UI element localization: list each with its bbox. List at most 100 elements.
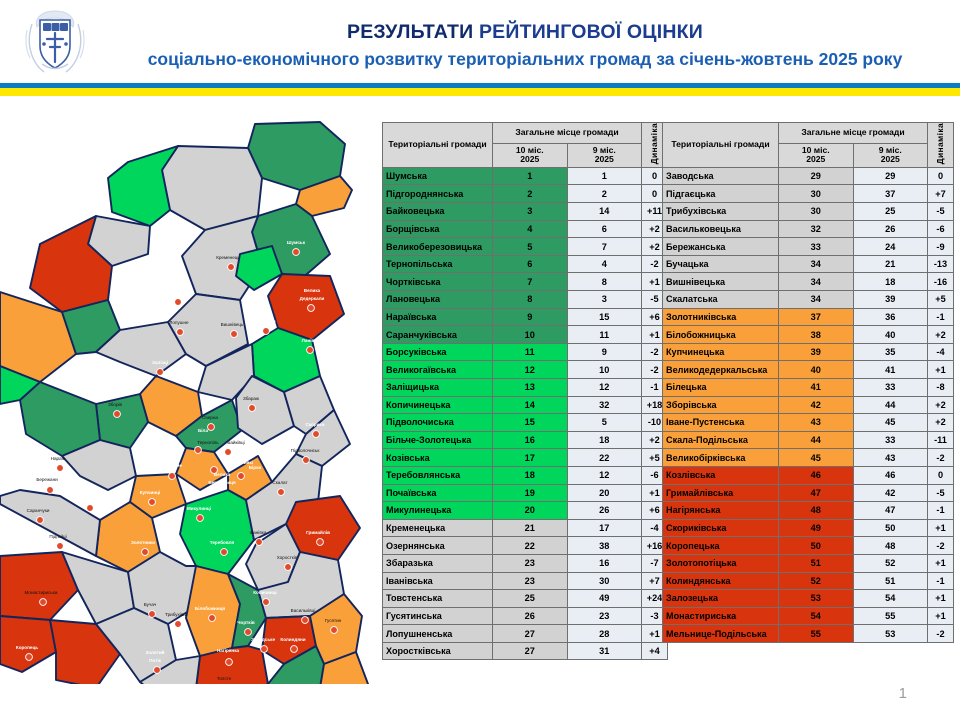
table-row[interactable]: Кременецька 21 17 -4: [382, 518, 668, 538]
cell-community: Великодедеркальська: [662, 360, 779, 379]
table-row[interactable]: Теребовлянська 18 12 -6: [382, 465, 668, 485]
th-group-place: Загальне місце громади: [492, 121, 642, 145]
table-row[interactable]: Васильковецька 32 26 -6: [662, 219, 954, 239]
table-row[interactable]: Золотопотіцька 51 52 +1: [662, 553, 954, 573]
table-row[interactable]: Зборівська 42 44 +2: [662, 395, 954, 415]
map-label: Кременець: [216, 255, 240, 260]
table-row[interactable]: Підгороднянська 2 2 0: [382, 184, 668, 204]
cell-rank-previous: 46: [852, 465, 928, 485]
table-row[interactable]: Шумська 1 1 0: [382, 166, 668, 186]
table-row[interactable]: Козлівська 46 46 0: [662, 465, 954, 485]
map-label: Нагірянка: [217, 648, 240, 653]
table-row[interactable]: Борсуківська 11 9 -2: [382, 342, 668, 362]
table-row[interactable]: Купчинецька 39 35 -4: [662, 342, 954, 362]
coat-of-arms-icon: [18, 6, 92, 76]
map-label: Бірки: [249, 465, 262, 470]
cell-dynamics: +18: [641, 395, 668, 415]
cell-rank-previous: 2: [566, 184, 642, 204]
cell-rank-previous: 18: [852, 272, 928, 292]
table-row[interactable]: Мельнице-Подільська 55 53 -2: [662, 624, 954, 643]
table-row[interactable]: Підгаєцька 30 37 +7: [662, 184, 954, 204]
cell-dynamics: +2: [927, 413, 954, 432]
cell-dynamics: +1: [927, 553, 954, 573]
table-row[interactable]: Більче-Золотецька 16 18 +2: [382, 430, 668, 450]
table-row[interactable]: Великодедеркальська 40 41 +1: [662, 360, 954, 379]
table-row[interactable]: Борщівська 4 6 +2: [382, 219, 668, 239]
cell-rank-current: 53: [778, 589, 854, 608]
table-row[interactable]: Заліщицька 13 12 -1: [382, 377, 668, 397]
cell-rank-previous: 48: [852, 536, 928, 555]
table-row[interactable]: Бучацька 34 21 -13: [662, 254, 954, 274]
table-row[interactable]: Білобожницька 38 40 +2: [662, 325, 954, 344]
table-row[interactable]: Великоберезовицька 5 7 +2: [382, 237, 668, 256]
cell-rank-current: 25: [492, 589, 568, 608]
table-row[interactable]: Збаразька 23 16 -7: [382, 553, 668, 573]
cell-community: Козлівська: [662, 465, 779, 485]
region-map[interactable]: Шумськ Кременець Велика Дедеркали Почаїв Борс…: [0, 104, 378, 684]
table-row[interactable]: Іване-Пустенська 43 45 +2: [662, 413, 954, 432]
map-label: Ланівці: [302, 338, 319, 343]
cell-community: Хоростківська: [382, 641, 493, 661]
table-row[interactable]: Заводська 29 29 0: [662, 166, 954, 186]
table-row[interactable]: Козівська 17 22 +5: [382, 448, 668, 467]
map-label: Борсуки: [256, 319, 275, 324]
table-row[interactable]: Монастириська 54 55 +1: [662, 606, 954, 626]
table-row[interactable]: Хоростківська 27 31 +4: [382, 641, 668, 661]
table-row[interactable]: Гримайлівська 47 42 -5: [662, 483, 954, 503]
table-row[interactable]: Великогаївська 12 10 -2: [382, 360, 668, 379]
cell-dynamics: -16: [927, 272, 954, 292]
cell-dynamics: -2: [641, 254, 668, 274]
cell-community: Копичинецька: [382, 395, 493, 415]
cell-community: Підгороднянська: [382, 184, 493, 204]
table-row[interactable]: Микулинецька 20 26 +6: [382, 501, 668, 520]
table-row[interactable]: Лопушненська 27 28 +1: [382, 624, 668, 643]
cell-rank-current: 43: [778, 413, 854, 432]
table-row[interactable]: Колиндянська 52 51 -1: [662, 571, 954, 591]
cell-community: Залозецька: [662, 589, 779, 608]
map-label: Монастириська: [25, 590, 58, 595]
cell-rank-previous: 30: [566, 571, 642, 591]
title-block: РЕЗУЛЬТАТИ РЕЙТИНГОВОЇ ОЦІНКИ соціально-…: [100, 20, 950, 72]
table-row[interactable]: Скалатська 34 39 +5: [662, 290, 954, 309]
cell-rank-previous: 26: [852, 219, 928, 239]
table-row[interactable]: Копичинецька 14 32 +18: [382, 395, 668, 415]
cell-rank-current: 29: [778, 166, 854, 186]
map-label: Козова: [80, 496, 96, 501]
table-row[interactable]: Чортківська 7 8 +1: [382, 272, 668, 292]
cell-rank-current: 27: [492, 624, 568, 643]
table-row[interactable]: Скала-Подільська 44 33 -11: [662, 430, 954, 450]
table-row[interactable]: Товстенська 25 49 +24: [382, 589, 668, 608]
table-row[interactable]: Бережанська 33 24 -9: [662, 237, 954, 256]
map-label: Коропець: [16, 645, 38, 650]
table-row[interactable]: Лановецька 8 3 -5: [382, 290, 668, 309]
cell-rank-current: 52: [778, 571, 854, 591]
table-row[interactable]: Нараївська 9 15 +6: [382, 307, 668, 327]
table-row[interactable]: Коропецька 50 48 -2: [662, 536, 954, 555]
table-row[interactable]: Білецька 41 33 -8: [662, 377, 954, 397]
table-row[interactable]: Підволочиська 15 5 -10: [382, 413, 668, 432]
table-row[interactable]: Залозецька 53 54 +1: [662, 589, 954, 608]
table-row[interactable]: Вишнівецька 34 18 -16: [662, 272, 954, 292]
table-row[interactable]: Скориківська 49 50 +1: [662, 518, 954, 538]
cell-community: Теребовлянська: [382, 465, 493, 485]
table-row[interactable]: Тернопільська 6 4 -2: [382, 254, 668, 274]
cell-rank-previous: 38: [566, 536, 642, 555]
table-row[interactable]: Озернянська 22 38 +16: [382, 536, 668, 555]
table-row[interactable]: Трибухівська 30 25 -5: [662, 202, 954, 221]
table-row[interactable]: Іванівська 23 30 +7: [382, 571, 668, 591]
cell-community: Трибухівська: [662, 202, 779, 221]
table-row[interactable]: Великобірківська 45 43 -2: [662, 448, 954, 467]
table-body-left: Шумська 1 1 0 Підгороднянська 2 2 0 Байковецька 3…: [382, 166, 668, 661]
table-row[interactable]: Гусятинська 26 23 -3: [382, 606, 668, 626]
table-row[interactable]: Золотниківська 37 36 -1: [662, 307, 954, 327]
table-row[interactable]: Почаївська 19 20 +1: [382, 483, 668, 503]
table-row[interactable]: Байковецька 3 14 +11: [382, 202, 668, 221]
cell-rank-previous: 7: [566, 237, 642, 256]
map-label: Підгородне: [156, 463, 182, 468]
map-label: Шумськ: [287, 240, 306, 245]
page-title: РЕЗУЛЬТАТИ РЕЙТИНГОВОЇ ОЦІНКИ: [100, 20, 950, 44]
cell-rank-current: 22: [492, 536, 568, 555]
table-row[interactable]: Нагірянська 48 47 -1: [662, 501, 954, 520]
table-row[interactable]: Саранчуківська 10 11 +1: [382, 325, 668, 344]
cell-community: Микулинецька: [382, 501, 493, 520]
